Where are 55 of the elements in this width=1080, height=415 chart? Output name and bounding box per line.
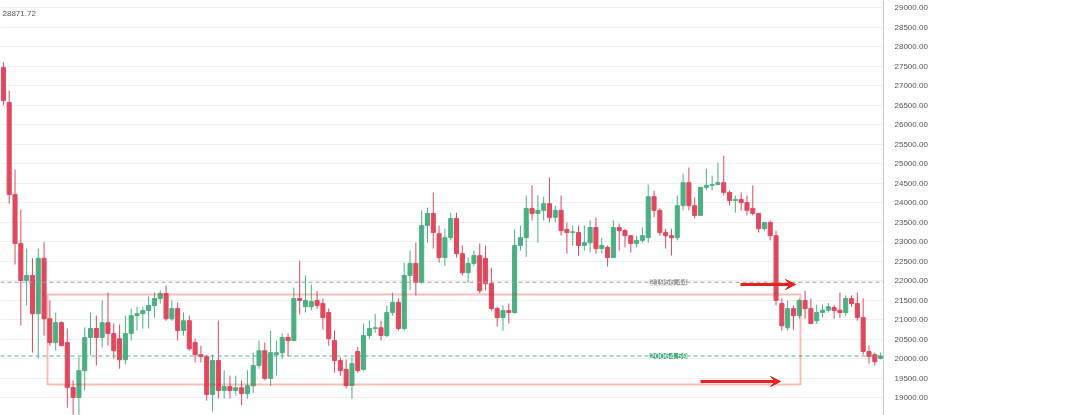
candlestick bbox=[436, 225, 442, 264]
y-tick-label: 25000.00 bbox=[894, 159, 929, 169]
candlestick bbox=[593, 216, 599, 255]
candlestick bbox=[53, 312, 59, 352]
y-tick-label: 29000.00 bbox=[894, 3, 929, 13]
candlestick bbox=[297, 260, 303, 315]
candlestick bbox=[221, 369, 227, 400]
y-tick-label: 22500.00 bbox=[894, 256, 929, 266]
y-tick-label: 27000.00 bbox=[894, 81, 929, 91]
y-tick-label: 20000.00 bbox=[894, 354, 929, 364]
y-tick-label: 19500.00 bbox=[894, 373, 929, 383]
candlestick bbox=[175, 301, 181, 342]
ref-line-label: 21956.44 bbox=[649, 277, 688, 288]
y-tick-label: 22000.00 bbox=[894, 276, 929, 286]
candlestick bbox=[99, 299, 105, 349]
candlestick bbox=[24, 248, 30, 307]
candlestick bbox=[843, 294, 849, 317]
y-tick-label: 21000.00 bbox=[894, 315, 929, 325]
annotation: 28871.72 bbox=[2, 8, 37, 18]
ref-line-label: 20064.59 bbox=[649, 351, 688, 362]
candlestick bbox=[506, 303, 512, 324]
candlestick bbox=[180, 312, 187, 337]
candlestick bbox=[227, 375, 233, 400]
y-tick-label: 20500.00 bbox=[894, 334, 929, 344]
candlestick bbox=[785, 299, 791, 331]
y-tick-label: 21500.00 bbox=[894, 295, 929, 305]
y-tick-label: 24500.00 bbox=[894, 178, 929, 188]
candlestick bbox=[169, 299, 175, 322]
candlestick bbox=[430, 191, 436, 250]
candlestick bbox=[779, 297, 785, 331]
y-tick-label: 28500.00 bbox=[894, 22, 929, 32]
candlestick bbox=[355, 346, 361, 374]
candlestick bbox=[378, 320, 384, 342]
candlestick bbox=[575, 225, 582, 257]
y-tick-label: 23000.00 bbox=[894, 237, 929, 247]
y-tick-label: 25500.00 bbox=[894, 139, 929, 149]
candlestick bbox=[285, 333, 291, 358]
candlestick bbox=[500, 305, 506, 331]
candlestick bbox=[413, 242, 419, 296]
y-tick-label: 28000.00 bbox=[894, 42, 929, 52]
candlestick bbox=[546, 177, 552, 223]
candlestick bbox=[790, 305, 796, 331]
candlestick bbox=[529, 184, 535, 221]
candlestick bbox=[570, 225, 576, 246]
candlestick bbox=[239, 379, 245, 406]
y-tick-label: 26500.00 bbox=[894, 100, 929, 110]
y-tick-label: 27500.00 bbox=[894, 61, 929, 71]
y-tick-label: 19000.00 bbox=[894, 393, 929, 403]
y-tick-label: 26000.00 bbox=[894, 120, 929, 130]
y-tick-label: 23500.00 bbox=[894, 217, 929, 227]
candlestick bbox=[605, 244, 611, 268]
y-tick-label: 24000.00 bbox=[894, 198, 929, 208]
candlestick bbox=[93, 315, 99, 367]
candlestick bbox=[233, 375, 239, 397]
candlestick bbox=[796, 297, 802, 320]
